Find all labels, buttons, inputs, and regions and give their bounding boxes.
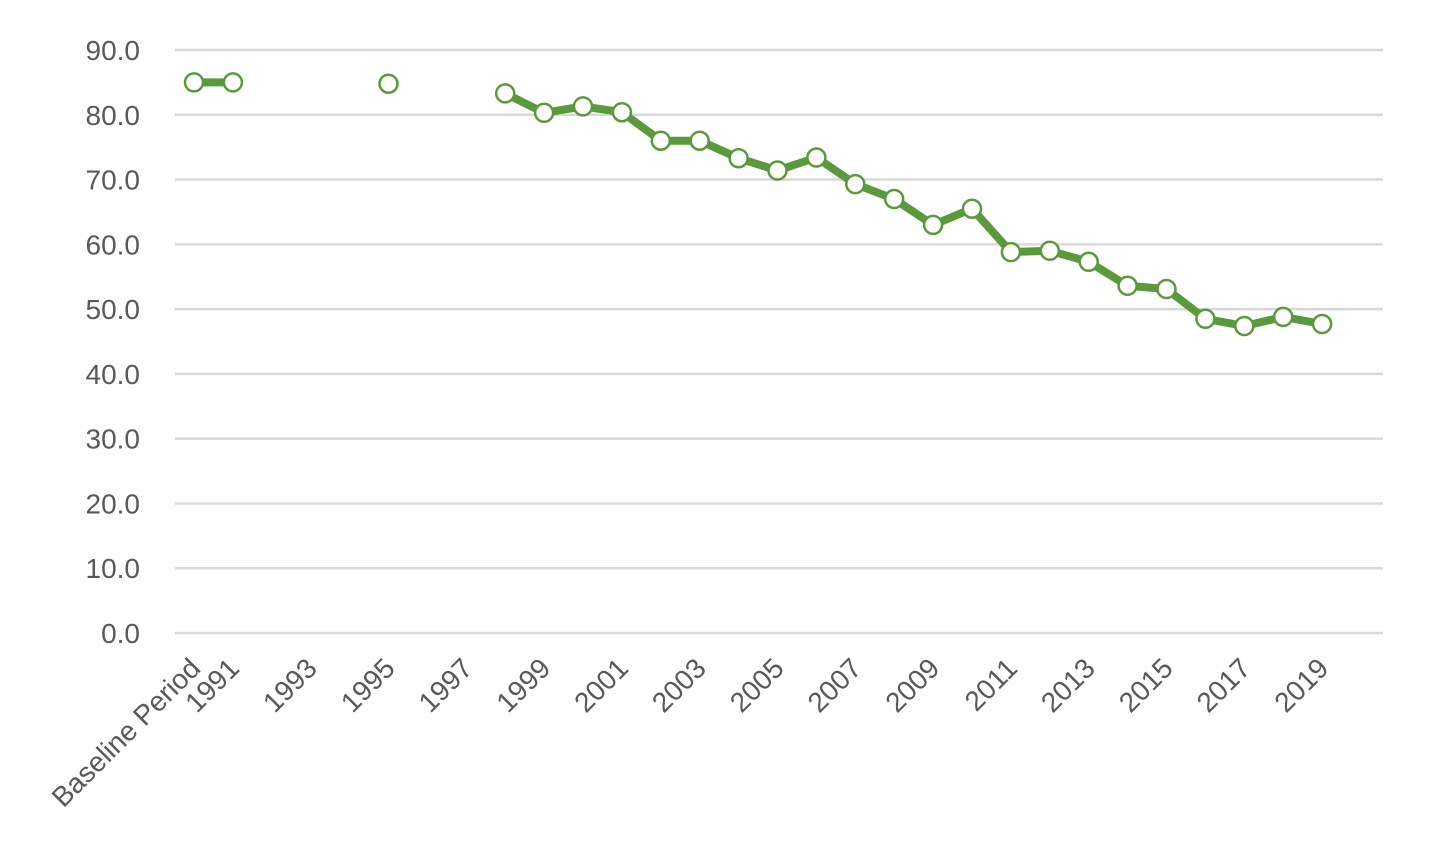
- x-tick-label: 2017: [1191, 652, 1257, 718]
- x-tick-label: 2001: [568, 652, 634, 718]
- y-tick-label: 80.0: [86, 100, 141, 131]
- data-point-marker: [767, 160, 788, 181]
- x-tick-label: 1993: [257, 652, 323, 718]
- data-point-marker: [1078, 251, 1099, 273]
- data-point-marker: [1272, 306, 1294, 328]
- data-point-marker: [183, 72, 205, 93]
- y-tick-label: 70.0: [86, 165, 141, 196]
- data-point-marker: [1156, 278, 1177, 300]
- y-axis-tick-labels: 0.0 10.0 20.0 30.0 40.0 50.0 60.0 70.0 80.0 90.0: [86, 35, 141, 649]
- x-tick-label: 2005: [724, 652, 790, 718]
- x-tick-label: 1997: [413, 652, 479, 718]
- data-point-marker: [689, 130, 710, 151]
- data-point-marker: [494, 83, 516, 104]
- data-point-markers: [183, 72, 1333, 337]
- x-tick-label: 2003: [646, 652, 712, 718]
- y-tick-label: 30.0: [86, 424, 141, 455]
- data-point-marker: [1234, 315, 1255, 337]
- x-tick-label: 2019: [1268, 652, 1334, 718]
- y-tick-label: 90.0: [86, 35, 141, 66]
- x-tick-label: 2013: [1035, 652, 1101, 718]
- x-tick-label: 2011: [959, 652, 1024, 717]
- data-point-marker: [1195, 308, 1216, 330]
- data-point-marker: [961, 198, 983, 219]
- x-tick-label: 2015: [1113, 652, 1179, 718]
- data-point-marker: [378, 73, 399, 94]
- data-point-marker: [650, 130, 672, 151]
- y-tick-label: 10.0: [86, 553, 141, 584]
- x-tick-label: 1999: [490, 652, 556, 718]
- gridlines: [175, 48, 1383, 635]
- x-tick-label: 2007: [802, 652, 868, 718]
- data-point-marker: [728, 147, 749, 169]
- data-point-marker: [1000, 241, 1022, 263]
- y-tick-label: 20.0: [86, 488, 141, 519]
- data-point-marker: [806, 147, 827, 168]
- data-point-marker: [222, 72, 244, 93]
- data-point-marker: [922, 214, 944, 236]
- y-tick-label: 50.0: [86, 294, 141, 325]
- data-point-marker: [1311, 313, 1333, 335]
- data-point-marker: [1117, 275, 1138, 297]
- data-point-marker: [611, 101, 633, 123]
- x-tick-label: 2009: [879, 652, 945, 718]
- series-lines: [190, 78, 1327, 330]
- y-tick-label: 40.0: [86, 359, 141, 390]
- x-tick-label: Baseline Period: [46, 652, 207, 813]
- x-tick-label: 1995: [335, 652, 401, 718]
- y-tick-label: 60.0: [86, 229, 141, 260]
- data-point-marker: [883, 188, 905, 210]
- data-point-marker: [572, 96, 594, 117]
- data-point-marker: [533, 102, 555, 124]
- data-point-marker: [845, 173, 866, 195]
- y-tick-label: 0.0: [101, 618, 140, 649]
- data-point-marker: [1039, 240, 1061, 262]
- series-line-segment: [501, 89, 1327, 330]
